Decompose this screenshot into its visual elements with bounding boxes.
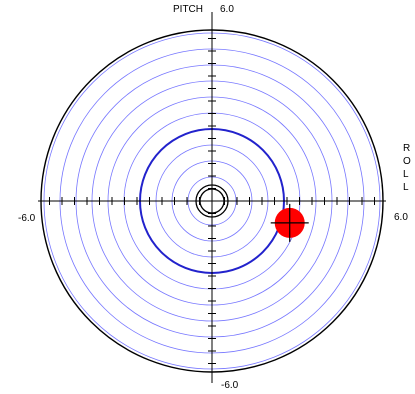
roll-axis-label: R O L L — [403, 143, 411, 193]
roll-max-label: 6.0 — [394, 212, 408, 223]
pitch-axis-label: PITCH — [173, 4, 203, 15]
axis-ticks — [49, 38, 375, 364]
roll-letter-l1: L — [403, 169, 409, 180]
roll-letter-o: O — [403, 156, 411, 167]
center-ring-inner — [199, 188, 225, 214]
roll-letter-r: R — [403, 143, 410, 154]
pitch-max-label: 6.0 — [220, 4, 234, 15]
crosshair-bubble-icon — [270, 203, 309, 242]
roll-min-label: -6.0 — [18, 213, 36, 224]
roll-letter-l2: L — [403, 182, 409, 193]
center-ring-outer — [195, 184, 229, 218]
pitch-min-label: -6.0 — [221, 380, 239, 391]
